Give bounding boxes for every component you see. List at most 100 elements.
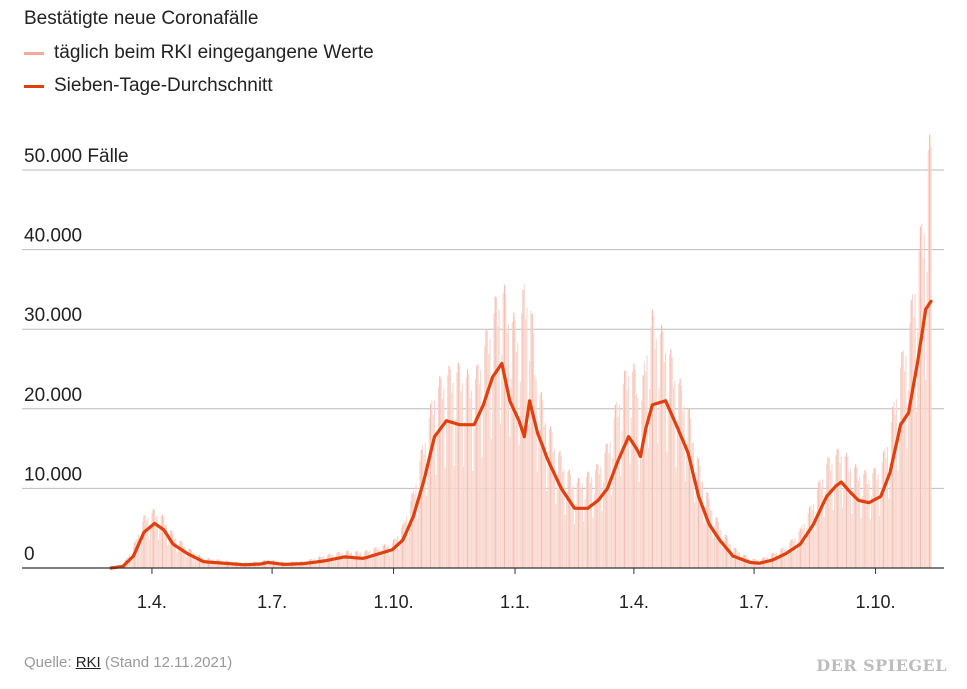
daily-value-bar [657, 443, 659, 568]
daily-value-bar [868, 480, 870, 568]
daily-value-bar [485, 330, 487, 568]
daily-value-bar [169, 529, 171, 568]
daily-value-bar [374, 547, 376, 568]
daily-value-bar [316, 560, 318, 568]
daily-value-bar [160, 515, 162, 568]
daily-value-bar [241, 565, 243, 568]
daily-value-bar [392, 539, 395, 568]
daily-value-bar [783, 549, 785, 568]
daily-value-bar [337, 551, 339, 568]
daily-value-bar [867, 484, 869, 568]
daily-value-bar [544, 422, 546, 568]
legend-swatch-daily [24, 51, 44, 55]
daily-value-bar [643, 361, 646, 568]
daily-value-bar [642, 375, 644, 568]
daily-value-bar [927, 150, 929, 568]
daily-value-bar [501, 354, 503, 568]
daily-value-bar [406, 516, 408, 568]
legend-swatch-average [24, 84, 44, 88]
daily-value-bar [702, 481, 704, 568]
daily-value-bar [399, 539, 401, 568]
daily-value-bar [344, 555, 346, 568]
daily-value-bar [381, 551, 383, 568]
daily-value-bar [732, 552, 734, 568]
daily-value-bar [498, 309, 500, 568]
daily-value-bar [325, 558, 327, 568]
daily-value-bar [580, 488, 582, 568]
daily-value-bar [583, 521, 585, 568]
source-link[interactable]: RKI [75, 654, 101, 671]
daily-value-bar [888, 498, 890, 568]
daily-value-bar [340, 553, 342, 568]
daily-value-bar [214, 561, 216, 568]
daily-value-bar [814, 531, 816, 568]
daily-value-bar [410, 501, 412, 568]
daily-value-bar [404, 522, 407, 568]
daily-value-bar [357, 551, 359, 568]
daily-value-bar [157, 539, 160, 568]
daily-value-bar [597, 464, 599, 568]
daily-value-bar [165, 524, 168, 568]
daily-value-bar [930, 146, 932, 568]
daily-value-bar [808, 507, 811, 568]
daily-value-bar [601, 510, 603, 568]
daily-value-bar [897, 471, 899, 568]
daily-value-bar [526, 307, 528, 568]
daily-value-bar [517, 342, 519, 568]
daily-value-bar [278, 564, 280, 568]
daily-value-bar [750, 561, 752, 568]
daily-value-bar [143, 515, 145, 568]
daily-value-bar [390, 549, 392, 568]
daily-value-bar [914, 293, 916, 568]
daily-value-bar [503, 284, 506, 568]
daily-value-bar [725, 535, 727, 568]
daily-value-bar [338, 551, 340, 568]
daily-value-bar [719, 530, 721, 568]
daily-value-bar [144, 515, 146, 568]
daily-value-bar [684, 480, 686, 568]
daily-value-bar [202, 558, 204, 568]
daily-value-bar [567, 471, 569, 568]
daily-value-bar [861, 495, 863, 568]
daily-value-bar [333, 560, 335, 568]
daily-value-bar [363, 551, 366, 568]
daily-value-bar [259, 564, 261, 568]
daily-value-bar [828, 458, 830, 568]
daily-value-bar [449, 368, 451, 568]
daily-value-bar [445, 421, 447, 568]
daily-value-bar [559, 450, 561, 568]
daily-value-bar [204, 562, 206, 568]
daily-value-bar [231, 564, 234, 568]
daily-value-bar [724, 534, 726, 568]
daily-value-bar [654, 348, 656, 568]
daily-value-bar [575, 503, 577, 568]
daily-value-bar [515, 351, 517, 568]
y-tick-label: 40.000 [24, 226, 82, 247]
daily-value-bar [874, 468, 877, 568]
daily-value-bar [599, 474, 601, 568]
daily-value-bar [296, 564, 298, 568]
daily-value-bar [538, 431, 540, 568]
daily-value-bar [187, 552, 189, 568]
daily-value-bar [633, 363, 635, 568]
daily-value-bar [470, 390, 473, 568]
daily-value-bar [155, 517, 157, 568]
daily-value-bar [130, 559, 132, 568]
daily-value-bar [716, 517, 718, 568]
daily-value-bar [547, 459, 549, 568]
daily-value-bar [426, 495, 428, 568]
daily-value-bar [511, 322, 513, 568]
daily-value-bar [142, 521, 144, 568]
daily-value-bar [171, 530, 173, 568]
daily-value-bar [665, 353, 667, 568]
daily-value-bar [564, 515, 566, 568]
x-tick-label: 1.10. [856, 592, 896, 612]
daily-value-bar [774, 553, 776, 568]
daily-value-bar [637, 398, 639, 568]
daily-value-bar [448, 365, 450, 568]
daily-value-bar [518, 445, 520, 568]
daily-value-bar [519, 381, 521, 568]
x-tick-label: 1.7. [739, 592, 769, 612]
daily-value-bar [708, 499, 710, 568]
daily-value-bar [279, 563, 281, 568]
